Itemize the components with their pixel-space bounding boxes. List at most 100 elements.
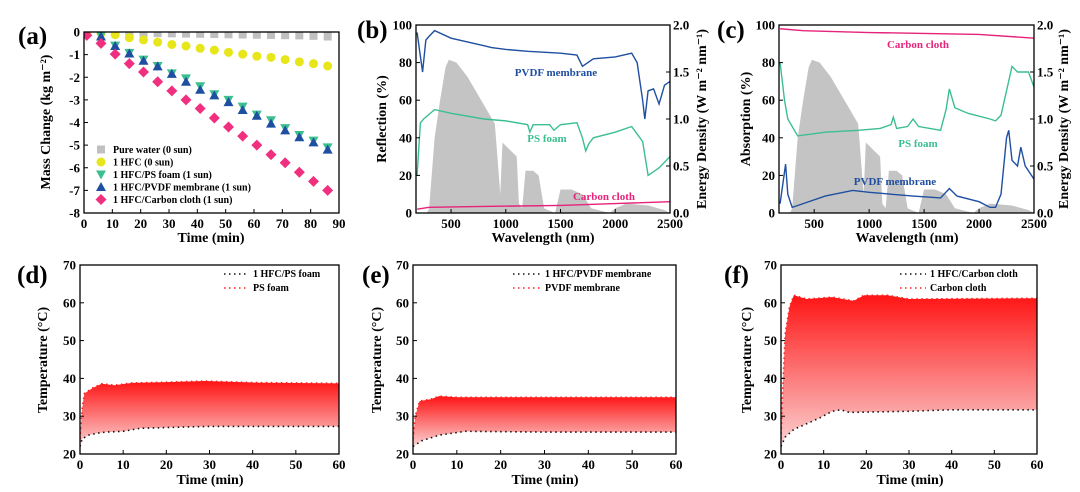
x-tick-label: 40 <box>191 216 204 231</box>
data-point-square <box>153 32 162 38</box>
legend-label: Pure water (0 sun) <box>113 145 192 156</box>
y-tick-label: 40 <box>63 371 76 386</box>
y2-tick-label: 0.5 <box>673 159 690 174</box>
data-point-triangle-up <box>209 90 220 100</box>
series-line <box>416 108 670 177</box>
legend-label: 1 HFC/PS foam <box>253 269 321 280</box>
y2-tick-label: 1.0 <box>673 112 689 127</box>
y-tick-label: 20 <box>764 447 777 462</box>
y-tick-label: 50 <box>396 333 409 348</box>
y-axis-title: Temperature (°C) <box>36 307 51 414</box>
legend-marker <box>96 157 106 167</box>
data-point-circle <box>238 49 248 59</box>
series-line-dotted <box>80 425 339 447</box>
series-line-dotted <box>413 395 676 439</box>
series-annotation: PS foam <box>527 133 566 145</box>
x-tick-label: 1000 <box>493 216 519 231</box>
plot-area <box>781 294 1037 447</box>
data-point-circle <box>252 51 262 61</box>
y-axis-title: Temperature (°C) <box>740 307 755 414</box>
data-point-circle <box>280 55 290 65</box>
y-tick-label: 20 <box>63 447 76 462</box>
series-line-dotted <box>80 380 339 439</box>
panel-label: (a) <box>18 23 47 50</box>
data-point-diamond <box>265 149 277 161</box>
data-point-triangle-up <box>322 144 333 154</box>
series-annotation: Carbon cloth <box>887 39 949 51</box>
y-tick-label: 30 <box>396 409 409 424</box>
data-point-diamond <box>123 58 135 70</box>
x-axis-title: Time (min) <box>511 473 578 488</box>
y-tick-label: -2 <box>69 70 80 85</box>
y-axis-title: Mass Change (kg m⁻²) <box>39 54 54 189</box>
data-point-square <box>167 32 176 38</box>
data-point-circle <box>195 43 205 53</box>
x-tick-label: 10 <box>117 457 130 472</box>
legend-marker <box>96 170 106 180</box>
data-point-circle <box>181 41 191 51</box>
panel-a: Pure water (0 sun) 1 HFC (0 sun)1 HFC/PS … <box>18 23 346 246</box>
y-tick-label: 60 <box>399 93 412 108</box>
y-tick-label: 40 <box>762 130 775 145</box>
data-point-diamond <box>152 76 164 88</box>
legend-label: 1 HFC/PVDF membrane <box>545 269 652 280</box>
data-point-circle <box>323 61 333 71</box>
series-line <box>416 201 670 210</box>
y-tick-label: -5 <box>69 138 80 153</box>
y-tick-label: 20 <box>762 168 775 183</box>
y-tick-label: 60 <box>764 295 777 310</box>
data-point-diamond <box>223 121 234 133</box>
y-tick-label: 100 <box>393 18 413 33</box>
data-point-diamond <box>180 94 192 106</box>
legend-marker <box>96 182 106 191</box>
series-line-dotted <box>413 430 676 448</box>
x-tick-label: 20 <box>494 457 507 472</box>
series-annotation: PVDF membrane <box>854 176 936 188</box>
data-point-triangle-up <box>166 68 177 78</box>
x-tick-label: 50 <box>988 457 1001 472</box>
x-tick-label: 0 <box>778 457 785 472</box>
series-line-dotted <box>781 294 1037 439</box>
data-point-square <box>196 32 205 38</box>
data-point-diamond <box>279 157 291 169</box>
y-tick-label: 30 <box>63 409 76 424</box>
x-tick-label: 60 <box>333 457 346 472</box>
y-tick-label: 0 <box>74 25 81 40</box>
plot-area <box>413 395 676 448</box>
x-tick-label: 500 <box>441 216 461 231</box>
data-point-square <box>224 32 233 39</box>
panel-label: (c) <box>717 17 745 44</box>
y2-axis-title: Energy Density (W m⁻² nm⁻¹) <box>695 29 710 209</box>
legend-label: 1 HFC/PVDF membrane (1 sun) <box>113 183 251 194</box>
y2-tick-label: 1.5 <box>673 65 690 80</box>
data-point-triangle-up <box>152 61 163 71</box>
legend-label: 1 HFC/Carbon cloth <box>930 269 1018 280</box>
y-tick-label: -4 <box>69 115 80 130</box>
data-point-square <box>238 32 247 39</box>
y-axis-title: Absorption (%) <box>739 71 754 166</box>
data-point-diamond <box>308 175 319 187</box>
y-tick-label: 40 <box>764 371 777 386</box>
temperature-gap-area <box>413 396 676 447</box>
data-point-diamond <box>84 32 93 41</box>
x-tick-label: 0 <box>77 457 84 472</box>
y2-axis-title: Energy Density (W m⁻² nm⁻¹) <box>1057 29 1072 209</box>
data-point-diamond <box>138 66 149 78</box>
temperature-gap-area <box>781 295 1037 447</box>
y-tick-label: 50 <box>764 333 777 348</box>
x-tick-label: 10 <box>817 457 830 472</box>
y-tick-label: 70 <box>63 258 76 273</box>
data-point-circle <box>209 45 219 55</box>
data-point-triangle-up <box>251 110 262 120</box>
y-tick-label: -1 <box>69 47 80 62</box>
data-point-square <box>295 32 304 40</box>
x-axis-title: Time (min) <box>177 231 244 246</box>
data-point-square <box>309 32 318 40</box>
series-line <box>416 29 670 120</box>
x-tick-label: 20 <box>160 457 173 472</box>
x-axis-title: Wavelength (nm) <box>491 231 594 246</box>
y-tick-label: 60 <box>396 295 409 310</box>
legend-label: 1 HFC (0 sun) <box>113 158 173 169</box>
x-tick-label: 10 <box>450 457 463 472</box>
y-tick-label: 40 <box>396 371 409 386</box>
